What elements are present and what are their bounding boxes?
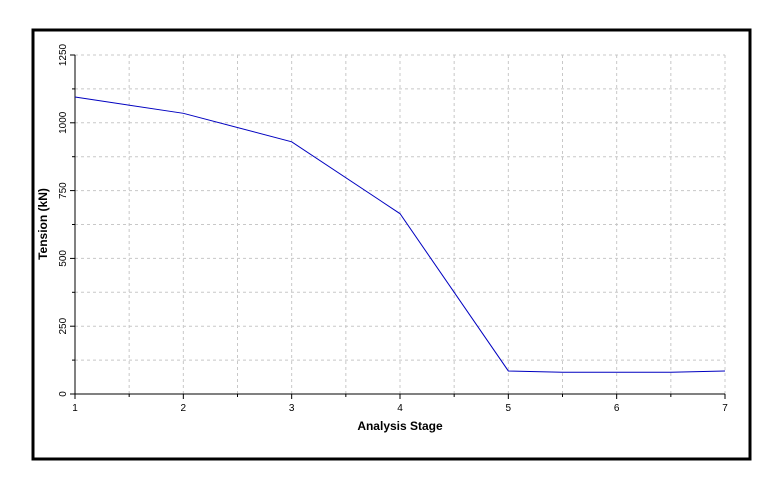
y-tick-label: 1000 [58,111,69,134]
x-tick-label: 5 [506,403,512,414]
y-tick-label: 750 [58,182,69,199]
x-tick-label: 6 [614,403,620,414]
y-tick-label: 250 [58,317,69,334]
y-tick-label: 1250 [58,43,69,66]
x-axis-label: Analysis Stage [357,419,443,433]
x-tick-label: 1 [72,403,78,414]
y-axis-label: Tension (kN) [36,188,50,260]
y-tick-label: 500 [58,250,69,267]
x-tick-label: 3 [289,403,295,414]
x-tick-label: 7 [722,403,728,414]
frame [31,28,752,461]
series-line [74,96,726,373]
y-tick-label: 0 [58,391,69,397]
x-tick-label: 2 [181,403,187,414]
x-tick-label: 4 [397,403,403,414]
